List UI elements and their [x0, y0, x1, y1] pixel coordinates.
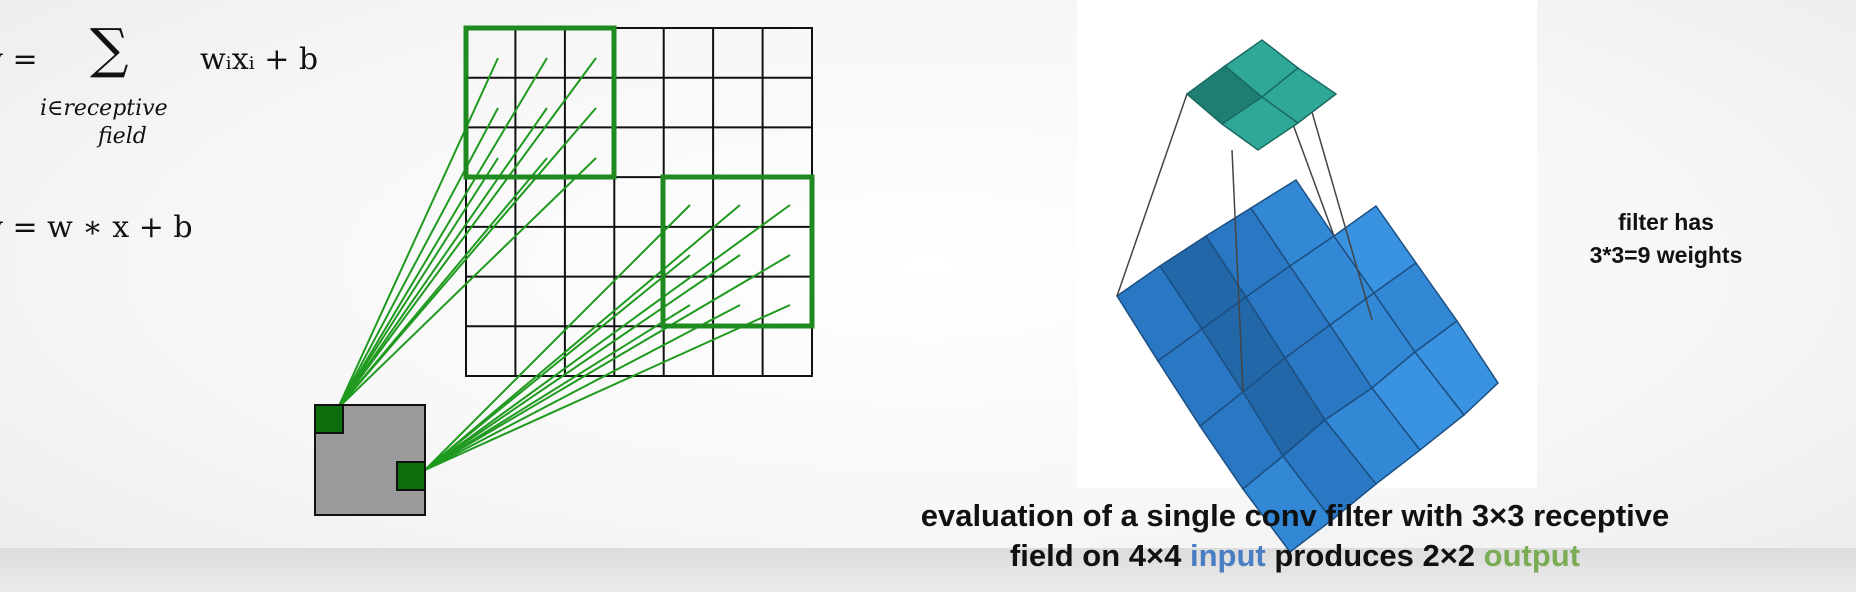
- output-cell-1: [314, 404, 344, 434]
- receptive-field-lines-2: [424, 204, 791, 471]
- filter-note-line1: filter has: [1618, 209, 1714, 235]
- conv-equation: y = w ∗ x + b: [0, 210, 193, 245]
- receptive-field-box-1: [463, 25, 617, 180]
- sigma-symbol: ∑: [90, 17, 129, 80]
- caption: evaluation of a single conv filter with …: [790, 496, 1800, 576]
- filter-note-line2: 3*3=9 weights: [1589, 242, 1743, 268]
- sum-equation-lhs: y =: [0, 42, 38, 77]
- sum-subscript-field: field: [98, 124, 147, 149]
- caption-line2-part1: field on 4×4: [1009, 538, 1190, 573]
- input-4x4-grid: [1115, 178, 1417, 491]
- output-cell-2: [396, 461, 426, 491]
- caption-output-word: output: [1483, 538, 1581, 573]
- sum-equation-rhs: wᵢxᵢ + b: [200, 42, 319, 77]
- receptive-field-lines-1: [337, 57, 597, 409]
- output-2x2-grid: [1185, 39, 1338, 151]
- input-plane: [1241, 204, 1499, 554]
- receptive-field-box-2: [660, 174, 815, 329]
- caption-input-word: input: [1189, 538, 1266, 573]
- caption-line1: evaluation of a single conv filter with …: [920, 498, 1670, 533]
- caption-line2: field on 4×4 input produces 2×2 output: [790, 536, 1800, 576]
- filter-note: filter has 3*3=9 weights: [1556, 206, 1776, 272]
- bottom-band: [0, 548, 1856, 592]
- caption-line2-part2: produces 2×2: [1265, 538, 1484, 573]
- sum-subscript-receptive: i∈receptive: [40, 96, 168, 121]
